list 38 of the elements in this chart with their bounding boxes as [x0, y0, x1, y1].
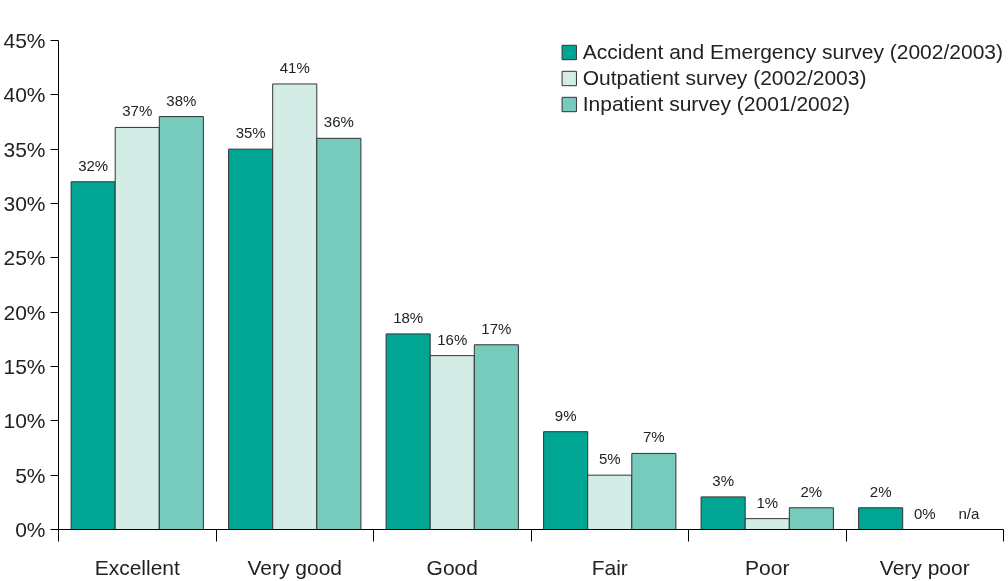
x-tick-label: Very good	[247, 555, 343, 579]
y-tick-label: 20%	[3, 300, 46, 324]
data-label: 0%	[913, 504, 936, 522]
y-tick-label: 15%	[3, 355, 46, 378]
y-tick-label: 35%	[3, 137, 46, 161]
data-label: 2%	[800, 482, 823, 500]
text: n/a	[958, 504, 980, 522]
data-label: 2%	[869, 482, 892, 500]
y-tick-label: 45%	[3, 29, 46, 52]
x-tick-label: Fair	[591, 555, 628, 579]
data-label: 41%	[279, 58, 310, 76]
data-label: 18%	[393, 308, 424, 326]
data-label: 16%	[437, 330, 468, 348]
legend-label: Outpatient survey (2002/2003)	[582, 66, 867, 90]
y-tick-label: 10%	[3, 409, 46, 433]
x-tick-label: Excellent	[94, 555, 181, 579]
x-tick-label: Poor	[745, 555, 790, 579]
data-label: 38%	[166, 91, 197, 109]
data-label: 35%	[235, 124, 266, 142]
data-label: 1%	[756, 493, 779, 511]
y-tick-label: 0%	[15, 518, 46, 541]
x-tick-label: Good	[426, 555, 478, 579]
x-tick-label: Very poor	[879, 555, 970, 579]
data-label: 37%	[122, 102, 153, 120]
data-label: 17%	[481, 319, 512, 337]
y-tick-label: 5%	[15, 463, 46, 487]
data-label: 7%	[643, 428, 665, 446]
data-label: 32%	[78, 156, 109, 174]
legend-label: Accident and Emergency survey (2002/2003)	[582, 40, 1003, 64]
data-label: 5%	[598, 450, 621, 468]
data-label: 9%	[554, 406, 577, 424]
data-label: 36%	[323, 113, 354, 131]
y-tick-label: 25%	[3, 246, 46, 270]
y-tick-label: 40%	[3, 83, 46, 107]
bar	[858, 507, 904, 530]
y-tick-label: 30%	[3, 192, 46, 215]
legend-label: Inpatient survey (2001/2002)	[582, 92, 851, 116]
data-label: 3%	[712, 471, 734, 489]
